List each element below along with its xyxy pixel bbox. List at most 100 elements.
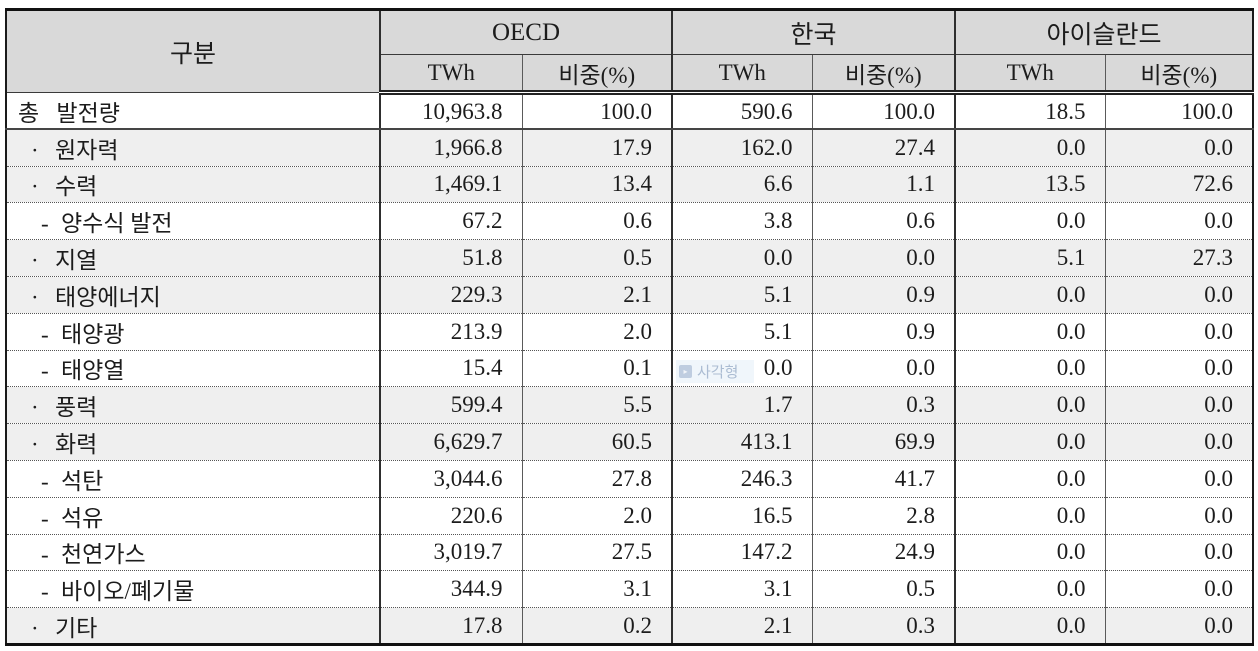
row-label-cell: · 기타 [6,607,380,645]
cell-korea-twh: 6.6 [671,165,812,203]
cell-oecd-twh: 10,963.8 [379,92,522,131]
row-label: 태양열 [61,358,125,384]
row-label-cell: · 풍력 [6,386,380,424]
cell-korea-share: 0.3 [811,386,956,424]
cell-iceland-share: 0.0 [1104,570,1254,608]
cell-korea-share: 27.4 [811,128,956,167]
cell-iceland-share: 0.0 [1104,607,1254,645]
col-header-korea-twh: TWh [671,54,812,95]
row-bullet: - [41,468,49,494]
cell-iceland-twh: 0.0 [954,459,1106,498]
cell-iceland-twh: 0.0 [954,349,1106,387]
header-group-row: 구분 OECD 한국 아이슬란드 [6,9,1254,93]
corner-header: 구분 [6,9,380,93]
table-row: - 태양광 213.9 2.0 5.1 0.9 0.0 0.0 [6,312,1254,351]
cell-oecd-share: 2.1 [521,275,672,314]
cell-iceland-share: 0.0 [1104,275,1254,314]
row-label: 원자력 [55,137,119,163]
group-header-oecd: OECD [379,9,672,55]
cell-oecd-share: 0.5 [521,239,672,277]
cell-iceland-share: 0.0 [1104,459,1254,498]
cell-iceland-twh: 0.0 [954,386,1106,424]
cell-korea-twh: 5.1 [671,312,812,351]
row-bullet: · [31,284,39,310]
table-row: - 석유 220.6 2.0 16.5 2.8 0.0 0.0 [6,496,1254,535]
row-label: 양수식 발전 [61,211,173,237]
cell-iceland-share: 100.0 [1104,92,1254,131]
table-row: - 천연가스 3,019.7 27.5 147.2 24.9 0.0 0.0 [6,533,1254,571]
cell-oecd-share: 27.5 [521,533,672,571]
cell-iceland-share: 0.0 [1104,496,1254,535]
row-label: 태양에너지 [55,284,161,310]
cell-iceland-twh: 0.0 [954,607,1106,645]
cell-iceland-share: 72.6 [1104,165,1254,203]
row-label: 수력 [55,174,98,200]
row-label-cell: - 석탄 [6,459,380,498]
cell-oecd-twh: 220.6 [379,496,522,535]
cell-iceland-twh: 13.5 [954,165,1106,203]
table-row: - 태양열 15.4 0.1 0.0 0.0 0.0 0.0 [6,349,1254,387]
row-label-cell: · 수력 [6,165,380,203]
row-bullet: · [31,395,39,421]
row-label: 바이오/폐기물 [61,579,195,605]
generation-statistics-table: 구분 OECD 한국 아이슬란드 TWh 비중(%) TWh 비중(%) TWh… [5,8,1255,646]
cell-korea-twh: 147.2 [671,533,812,571]
row-label-cell: - 양수식 발전 [6,202,380,240]
row-bullet: - [41,579,49,605]
cell-korea-share: 41.7 [811,459,956,498]
cell-oecd-share: 60.5 [521,423,672,461]
row-label-cell: · 지열 [6,239,380,277]
table-row: - 석탄 3,044.6 27.8 246.3 41.7 0.0 0.0 [6,459,1254,498]
cell-korea-twh: 3.1 [671,570,812,608]
cell-oecd-share: 27.8 [521,459,672,498]
cell-korea-share: 100.0 [811,92,956,131]
cell-korea-share: 0.5 [811,570,956,608]
row-label: 태양광 [61,321,125,347]
table-row: · 풍력 599.4 5.5 1.7 0.3 0.0 0.0 [6,386,1254,424]
cell-iceland-share: 0.0 [1104,423,1254,461]
cell-korea-twh: 0.0 [671,239,812,277]
table-row: - 바이오/폐기물 344.9 3.1 3.1 0.5 0.0 0.0 [6,570,1254,608]
cell-korea-share: 69.9 [811,423,956,461]
cell-oecd-share: 0.1 [521,349,672,387]
cell-korea-share: 0.0 [811,349,956,387]
cell-iceland-twh: 5.1 [954,239,1106,277]
row-label: 총 발전량 [18,100,120,126]
cell-iceland-share: 0.0 [1104,349,1254,387]
cell-korea-twh: 1.7 [671,386,812,424]
cell-korea-twh: 2.1 [671,607,812,645]
row-label-cell: · 태양에너지 [6,275,380,314]
cell-oecd-twh: 599.4 [379,386,522,424]
row-label-cell: · 화력 [6,423,380,461]
cell-iceland-twh: 0.0 [954,570,1106,608]
row-bullet: · [31,137,39,163]
row-bullet: · [31,174,39,200]
cell-iceland-share: 0.0 [1104,128,1254,167]
col-header-oecd-share: 비중(%) [521,54,672,95]
cell-iceland-share: 0.0 [1104,533,1254,571]
row-bullet: · [31,248,39,274]
cell-korea-share: 24.9 [811,533,956,571]
table-row: · 기타 17.8 0.2 2.1 0.3 0.0 0.0 [6,607,1254,645]
col-header-oecd-twh: TWh [379,54,522,95]
cell-oecd-twh: 15.4 [379,349,522,387]
row-label-cell: - 바이오/폐기물 [6,570,380,608]
cell-korea-share: 2.8 [811,496,956,535]
cell-oecd-share: 2.0 [521,496,672,535]
cell-oecd-share: 2.0 [521,312,672,351]
cell-korea-twh: 5.1 [671,275,812,314]
row-label-cell: - 석유 [6,496,380,535]
col-header-iceland-share: 비중(%) [1104,54,1254,95]
cell-oecd-twh: 1,966.8 [379,128,522,167]
cell-korea-share: 0.0 [811,239,956,277]
row-label: 석유 [61,505,104,531]
cell-iceland-share: 0.0 [1104,386,1254,424]
row-label-cell: - 태양열 [6,349,380,387]
row-bullet: - [41,358,49,384]
cell-oecd-share: 100.0 [521,92,672,131]
cell-iceland-twh: 0.0 [954,275,1106,314]
cell-iceland-twh: 0.0 [954,533,1106,571]
row-label: 기타 [55,615,98,641]
table-row: · 태양에너지 229.3 2.1 5.1 0.9 0.0 0.0 [6,275,1254,314]
cell-oecd-share: 3.1 [521,570,672,608]
